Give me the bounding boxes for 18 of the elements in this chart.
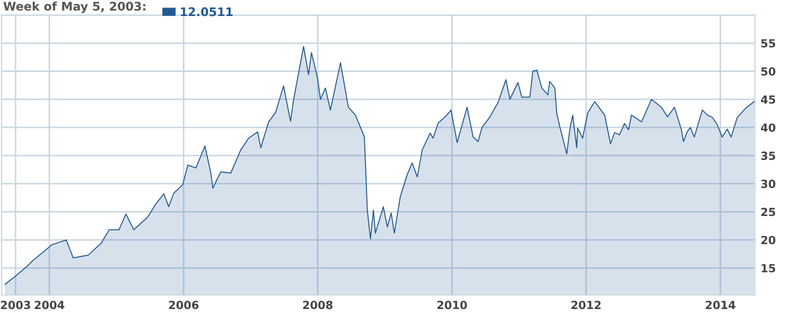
x-tick-label: 2014 [706, 300, 736, 310]
y-tick-label: 30 [761, 180, 776, 188]
y-tick-label: 20 [761, 236, 776, 244]
x-tick-label: 2012 [572, 300, 601, 310]
y-tick-label: 25 [761, 208, 776, 216]
x-tick-label: 2010 [437, 300, 467, 310]
x-tick-label: 2006 [169, 300, 198, 310]
x-tick-label: 2003 [0, 300, 30, 310]
x-tick-label: 2008 [303, 300, 332, 310]
y-tick-label: 55 [761, 39, 776, 48]
x-tick-label: 2004 [34, 300, 64, 310]
chart-title: Week of May 5, 2003: [4, 2, 146, 14]
y-tick-label: 35 [761, 152, 776, 160]
y-tick-label: 40 [760, 123, 776, 132]
y-tick-label: 50 [761, 67, 776, 76]
legend-label: 12.0511 [180, 7, 233, 16]
y-tick-label: 15 [762, 264, 776, 272]
y-tick-label: 45 [760, 95, 776, 104]
